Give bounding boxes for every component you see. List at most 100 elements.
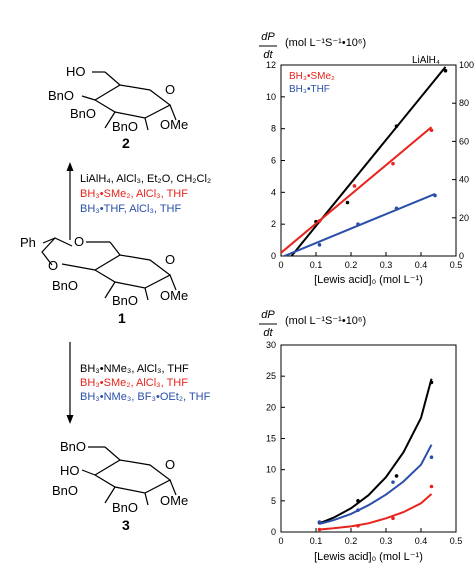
y-tick-label: 2 (271, 219, 276, 229)
data-point (429, 380, 434, 385)
y2-tick-label: 20 (459, 213, 469, 223)
series-fit-line (319, 444, 433, 525)
condition-up-2: BH₃•SMe₂, AlCl₃, THF (80, 188, 188, 200)
x-tick-label: 0.2 (345, 536, 358, 546)
y2-tick-label: 0 (459, 251, 464, 261)
x-tick-label: 0.4 (415, 536, 428, 546)
data-point (394, 206, 399, 211)
series-fit-line (319, 493, 433, 531)
x-tick-label: 0 (278, 536, 283, 546)
compound-1-ring-o: O (165, 252, 175, 267)
x-tick-label: 0.2 (345, 260, 358, 270)
x-tick-label: 0.5 (450, 536, 463, 546)
data-point (391, 480, 395, 484)
series-fit-line (319, 378, 433, 525)
y-tick-label: 0 (271, 251, 276, 261)
y-tick-label: 12 (266, 60, 276, 70)
y-tick-label: 30 (266, 340, 276, 350)
y2-tick-label: 40 (459, 175, 469, 185)
data-point (317, 243, 322, 247)
reaction-scheme: HO O BnO BnO BnO OMe 2 Ph O O O BnO BnO … (20, 64, 188, 533)
compound-1-o-2: O (48, 258, 58, 273)
data-point (356, 499, 360, 503)
annotation-label: LiAlH₄ (412, 55, 440, 66)
y-tick-label: 10 (266, 465, 276, 475)
compound-3-bno-2: BnO (112, 500, 138, 515)
arrow-up-head (66, 162, 74, 171)
plot-frame (280, 344, 457, 533)
condition-down-3: BH₃•NMe₃, BF₃•OEt₂, THF (80, 391, 211, 403)
y-tick-label: 15 (266, 434, 276, 444)
y-tick-label: 8 (271, 124, 276, 134)
compound-1-structure (41, 237, 177, 301)
x-tick-label: 0 (278, 260, 283, 270)
legend-entry: BH₃•THF (289, 84, 330, 95)
x-tick-label: 0.4 (415, 260, 428, 270)
condition-down-1: BH₃•NMe₃, AlCl₃, THF (80, 363, 189, 375)
data-point (356, 508, 360, 512)
compound-3-ring-o: O (165, 457, 175, 472)
y-tick-label: 10 (266, 92, 276, 102)
condition-up-1: LiAlH₄, AlCl₃, Et₂O, CH₂Cl₂ (80, 173, 211, 185)
series-fit-line (280, 126, 433, 254)
y-tick-label: 20 (266, 402, 276, 412)
chart-top: 0 0.1 0.2 0.3 0.4 0.5024681012020406080100dPd… (259, 31, 474, 286)
y2-tick-label: 100 (459, 60, 474, 70)
data-point (429, 128, 434, 133)
x-tick-label: 0.1 (310, 536, 323, 546)
data-point (394, 474, 399, 478)
data-point (391, 161, 395, 166)
y-axis-label-top: dP (261, 31, 275, 43)
compound-1-ph: Ph (20, 235, 36, 250)
y-axis-label-bottom: dt (263, 49, 273, 61)
compound-2-ome: OMe (160, 117, 188, 132)
compound-3-bno-top: BnO (60, 439, 86, 454)
data-point (317, 520, 322, 524)
compound-2-bno-1: BnO (48, 88, 74, 103)
y-tick-label: 5 (271, 496, 276, 506)
data-point (352, 184, 357, 188)
x-axis-label: [Lewis acid]₀ (mol L⁻¹) (314, 274, 423, 286)
compound-1-bno-2: BnO (112, 293, 138, 308)
y-tick-label: 25 (266, 371, 276, 381)
data-point (356, 222, 360, 226)
compound-2-ring-o: O (165, 82, 175, 97)
x-tick-label: 0.3 (380, 536, 393, 546)
compound-2-structure (81, 71, 177, 131)
compound-1-o-1: O (74, 234, 84, 249)
x-tick-label: 0.3 (380, 260, 393, 270)
data-point (429, 455, 434, 460)
compound-3-structure (81, 446, 177, 506)
data-point (443, 68, 448, 73)
y-tick-label: 6 (271, 156, 276, 166)
x-tick-label: 0.5 (450, 260, 463, 270)
arrow-down-head (66, 415, 74, 424)
data-point (391, 516, 395, 521)
data-point (433, 193, 437, 198)
x-tick-label: 0.1 (310, 260, 323, 270)
compound-1-bno-1: BnO (52, 278, 78, 293)
compound-3-ome: OMe (160, 493, 188, 508)
data-point (429, 484, 434, 489)
compound-1-ome: OMe (160, 288, 188, 303)
compound-2-bno-3: BnO (112, 119, 138, 134)
series-fit-line (290, 66, 447, 257)
y2-tick-label: 60 (459, 136, 469, 146)
y-tick-label: 4 (271, 187, 276, 197)
compound-2-number: 2 (122, 135, 130, 151)
data-point (345, 200, 350, 205)
compound-1-number: 1 (118, 310, 126, 326)
x-axis-label: [Lewis acid]₀ (mol L⁻¹) (314, 551, 423, 563)
y-axis-units: (mol L⁻¹S⁻¹•10⁶) (285, 37, 366, 49)
data-point (394, 124, 399, 128)
condition-down-2: BH₃•SMe₂, AlCl₃, THF (80, 377, 188, 389)
data-point (356, 523, 360, 528)
legend-entry: BH₃•SMe₂ (289, 71, 335, 82)
y-axis-units: (mol L⁻¹S⁻¹•10⁶) (285, 315, 366, 327)
series-fit-line (284, 192, 436, 257)
y-tick-label: 0 (271, 527, 276, 537)
chart-bottom: 0 0.1 0.2 0.3 0.4 0.5 0 5 10 15 20 25 30 dP dt (mol L⁻¹… (259, 309, 462, 563)
y2-tick-label: 80 (459, 98, 469, 108)
data-point (317, 527, 322, 532)
